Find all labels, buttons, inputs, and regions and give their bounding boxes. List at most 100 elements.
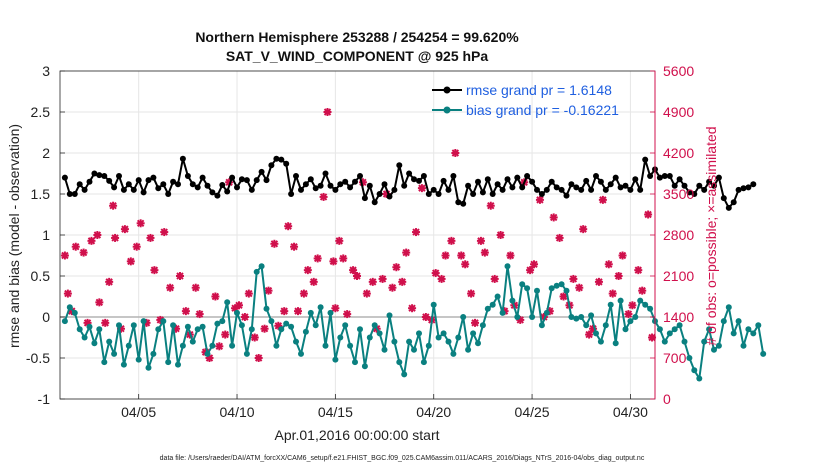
bias-point (479, 322, 486, 329)
rmse-point (425, 191, 432, 197)
bias-point (725, 304, 732, 311)
obs-count-point (260, 324, 269, 333)
obs-count-point (441, 251, 450, 260)
rmse-point (445, 186, 452, 193)
left-y-tick-label: 0.5 (31, 268, 51, 284)
bias-point (524, 285, 531, 292)
bias-point (140, 318, 147, 325)
rmse-point (455, 199, 462, 206)
obs-count-point (437, 274, 446, 283)
bias-point (755, 322, 762, 329)
bias-point (706, 326, 713, 333)
bias-point (720, 318, 727, 325)
obs-count-point (313, 254, 322, 263)
obs-count-point (526, 266, 535, 275)
bias-point (691, 367, 698, 374)
obs-count-point (559, 292, 568, 301)
rmse-point (701, 186, 708, 193)
bias-point (302, 328, 309, 335)
obs-count-point (264, 286, 273, 295)
x-tick-label: 04/10 (220, 404, 255, 420)
bias-point (273, 342, 280, 349)
obs-count-point (506, 251, 515, 260)
left-y-tick-label: -0.5 (26, 350, 50, 366)
bias-point (617, 297, 624, 304)
bias-point (553, 282, 560, 289)
rmse-point (298, 186, 304, 193)
rmse-point (725, 204, 732, 211)
bias-point (268, 318, 275, 325)
bias-point (283, 320, 290, 327)
rmse-point (450, 173, 457, 179)
obs-count-point (87, 236, 96, 245)
rmse-point (696, 182, 703, 189)
obs-count-point (93, 231, 102, 239)
bias-point (209, 342, 216, 349)
rmse-point (258, 168, 265, 175)
bias-point (509, 297, 516, 304)
obs-count-point (79, 248, 88, 257)
right-y-tick-label: 3500 (663, 186, 694, 202)
bias-point (238, 322, 245, 329)
obs-count-point (284, 222, 293, 231)
bias-point (470, 330, 477, 337)
rmse-point (534, 186, 540, 193)
rmse-point (86, 178, 93, 185)
rmse-point (720, 195, 727, 202)
obs-count-point (535, 195, 544, 204)
bias-point (681, 338, 688, 345)
rmse-point (150, 174, 157, 181)
rmse-point (593, 173, 599, 179)
bias-point (165, 359, 172, 366)
bias-point (347, 342, 354, 349)
obs-count-point (95, 298, 104, 307)
bias-point (671, 326, 678, 333)
bias-point (666, 330, 673, 337)
rmse-point (376, 191, 383, 197)
bias-point (602, 322, 609, 329)
bias-point (637, 297, 644, 304)
right-y-tick-label: 1400 (663, 309, 694, 325)
rmse-point (548, 178, 555, 185)
bias-point (573, 315, 580, 322)
rmse-point (671, 182, 678, 189)
rmse-point (145, 177, 152, 184)
rmse-point (750, 181, 757, 188)
rmse-point (61, 174, 68, 181)
rmse-point (553, 184, 560, 191)
bias-point (352, 359, 358, 366)
bias-point (411, 346, 417, 353)
bias-point (322, 342, 329, 349)
legend-rmse-marker (443, 86, 451, 94)
rmse-point (538, 191, 545, 197)
rmse-point (111, 184, 118, 191)
obs-count-point (431, 269, 440, 278)
bias-point (494, 293, 501, 300)
rmse-point (479, 189, 486, 196)
bias-point (406, 338, 413, 345)
obs-count-point (594, 277, 603, 286)
bias-point (583, 322, 590, 329)
bias-point (298, 350, 304, 357)
bias-point (647, 305, 654, 312)
bias-point (194, 326, 201, 333)
obs-count-point (290, 242, 299, 251)
obs-count-point (412, 228, 421, 237)
legend-bias-label: bias grand pr = -0.16221 (466, 102, 619, 118)
bias-point (578, 314, 585, 320)
bias-point (450, 350, 457, 357)
rmse-point (332, 186, 339, 193)
rmse-point (411, 176, 417, 183)
obs-count-point (181, 307, 190, 316)
obs-count-point (447, 236, 456, 245)
rmse-point (730, 199, 737, 206)
rmse-point (509, 184, 516, 191)
rmse-series (61, 155, 757, 211)
bias-point (701, 338, 708, 345)
rmse-point (238, 176, 245, 183)
x-tick-label: 04/20 (416, 404, 451, 420)
obs-count-point (392, 263, 401, 272)
rmse-point (91, 170, 98, 177)
bias-point (361, 363, 368, 370)
rmse-point (283, 160, 290, 167)
